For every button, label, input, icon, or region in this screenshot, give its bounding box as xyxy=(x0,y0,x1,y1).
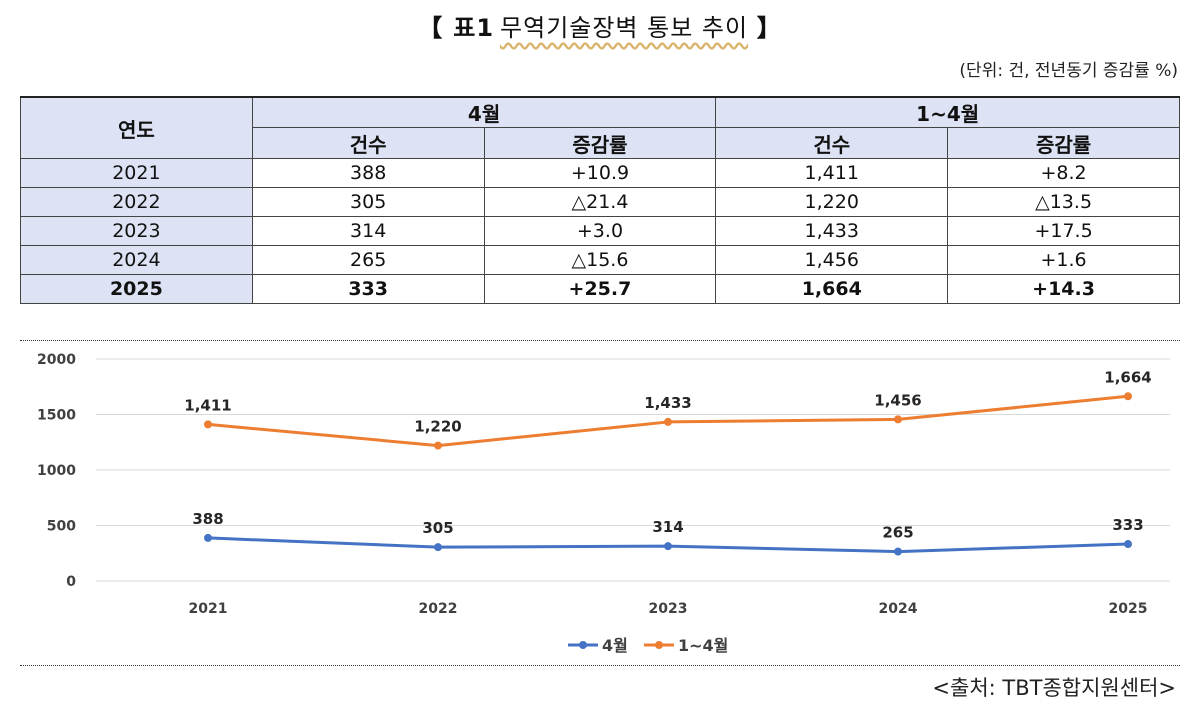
data-label: 265 xyxy=(882,524,913,542)
x-tick-label: 2022 xyxy=(419,601,458,617)
count-cell: 265 xyxy=(251,245,485,275)
change-rate-cell: +10.9 xyxy=(483,158,717,188)
legend-label: 4월 xyxy=(602,636,628,655)
line-chart: 0 500 1000 1500 2000 2021 2022 2023 2024 2025 388 3… xyxy=(37,352,1170,655)
year-cell: 2021 xyxy=(20,158,253,188)
legend-label: 1~4월 xyxy=(678,636,728,655)
title-open-bracket: 【 xyxy=(418,14,444,42)
data-point xyxy=(434,543,442,552)
count-cell: 1,220 xyxy=(715,187,949,217)
table-row: 2023 314 +3.0 1,433 +17.5 xyxy=(20,216,1180,246)
count-cell: 1,411 xyxy=(715,158,949,188)
title-table-number: 표1 xyxy=(453,14,495,42)
sub-header-change: 증감률 xyxy=(947,127,1180,159)
unit-note: (단위: 건, 전년동기 증감률 %) xyxy=(959,61,1178,81)
count-cell: 333 xyxy=(251,274,485,304)
data-table: 연도 4월 1~4월 건수 증감률 건수 증감률 2021 388 +10.9 1,4… xyxy=(20,96,1180,304)
data-point xyxy=(1124,392,1132,401)
table-row: 2025 333 +25.7 1,664 +14.3 xyxy=(20,274,1180,304)
data-point xyxy=(894,415,902,424)
data-label: 333 xyxy=(1112,516,1143,534)
year-cell: 2025 xyxy=(20,274,253,304)
data-label: 1,220 xyxy=(414,418,461,436)
x-tick-label: 2023 xyxy=(649,601,688,617)
table-row: 2024 265 △15.6 1,456 +1.6 xyxy=(20,245,1180,275)
y-tick-label: 1500 xyxy=(37,408,76,424)
year-cell: 2022 xyxy=(20,187,253,217)
sub-header-count: 건수 xyxy=(715,127,949,159)
change-rate-cell: +14.3 xyxy=(947,274,1180,304)
group-header-april: 4월 xyxy=(251,96,717,128)
change-rate-cell: +1.6 xyxy=(947,245,1180,275)
sub-header-change: 증감률 xyxy=(483,127,717,159)
chart-frame: 0 500 1000 1500 2000 2021 2022 2023 2024 2025 388 3… xyxy=(20,340,1180,666)
data-point xyxy=(664,417,672,426)
count-cell: 388 xyxy=(251,158,485,188)
data-label: 388 xyxy=(192,510,223,528)
x-tick-label: 2021 xyxy=(189,601,228,617)
change-rate-cell: +25.7 xyxy=(483,274,717,304)
change-rate-cell: +3.0 xyxy=(483,216,717,246)
data-label: 1,411 xyxy=(184,396,231,414)
count-cell: 1,456 xyxy=(715,245,949,275)
data-point xyxy=(434,441,442,450)
title-close-bracket: 】 xyxy=(756,14,782,42)
page-title: 【 표1 무역기술장벽 통보 추이 】 xyxy=(0,8,1200,43)
count-cell: 1,664 xyxy=(715,274,949,304)
y-tick-label: 2000 xyxy=(37,352,76,368)
year-cell: 2024 xyxy=(20,245,253,275)
y-tick-label: 500 xyxy=(47,519,76,535)
change-rate-cell: △21.4 xyxy=(483,187,717,217)
year-header: 연도 xyxy=(20,96,253,159)
data-point xyxy=(204,420,212,429)
x-tick-label: 2024 xyxy=(879,601,918,617)
data-label: 1,456 xyxy=(874,391,921,409)
table-row: 2022 305 △21.4 1,220 △13.5 xyxy=(20,187,1180,217)
count-cell: 305 xyxy=(251,187,485,217)
data-point xyxy=(1124,540,1132,549)
change-rate-cell: +8.2 xyxy=(947,158,1180,188)
data-label: 1,433 xyxy=(644,394,691,412)
y-tick-label: 0 xyxy=(66,574,76,590)
legend-marker xyxy=(579,641,587,649)
x-tick-label: 2025 xyxy=(1109,601,1148,617)
data-point xyxy=(894,547,902,556)
change-rate-cell: +17.5 xyxy=(947,216,1180,246)
source-note: <출처: TBT종합지원센터> xyxy=(932,676,1176,700)
data-label: 305 xyxy=(422,519,453,537)
change-rate-cell: △13.5 xyxy=(947,187,1180,217)
change-rate-cell: △15.6 xyxy=(483,245,717,275)
table-row: 2021 388 +10.9 1,411 +8.2 xyxy=(20,158,1180,188)
data-label: 1,664 xyxy=(1104,368,1151,386)
y-tick-label: 1000 xyxy=(37,463,76,479)
count-cell: 314 xyxy=(251,216,485,246)
data-point xyxy=(204,533,212,542)
group-header-jan-apr: 1~4월 xyxy=(715,96,1180,128)
title-name: 무역기술장벽 통보 추이 xyxy=(500,14,749,42)
count-cell: 1,433 xyxy=(715,216,949,246)
year-cell: 2023 xyxy=(20,216,253,246)
data-label: 314 xyxy=(652,518,683,536)
sub-header-count: 건수 xyxy=(251,127,485,159)
data-point xyxy=(664,542,672,551)
legend-marker xyxy=(655,641,663,649)
